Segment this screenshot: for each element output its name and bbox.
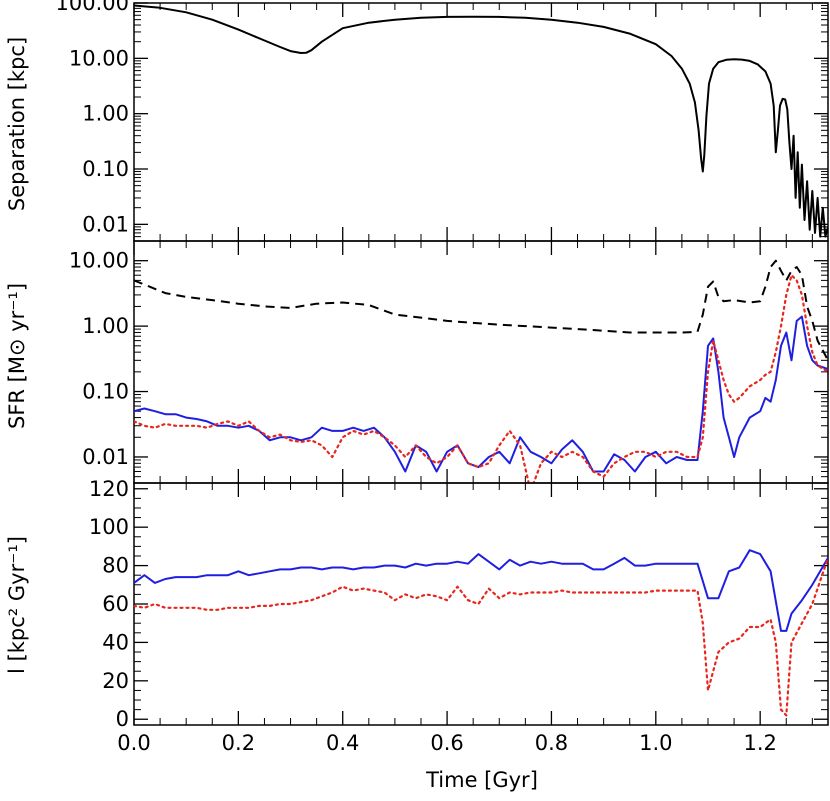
- y-tick-label: 20: [102, 669, 129, 693]
- separation-axis-title: Separation [kpc]: [5, 37, 29, 211]
- x-tick-label: 0.8: [535, 731, 568, 755]
- x-tick-label: 1.2: [743, 731, 776, 755]
- y-tick-label: 1.00: [82, 102, 129, 126]
- series-line-dotted: [134, 274, 828, 483]
- panel-frame: [133, 240, 829, 484]
- l-axis-title: l [kpc² Gyr⁻¹]: [5, 536, 29, 674]
- y-tick-label: 100.00: [56, 0, 129, 15]
- angular-momentum-panel: 0 20 40 60 80 100 120 0.0 0.2 0.4 0.6 0.8 1.0 1.2: [89, 477, 829, 755]
- x-ticks: [133, 241, 813, 483]
- y-tick-label: 40: [102, 630, 129, 654]
- x-ticks: 0.0 0.2 0.4 0.6 0.8 1.0 1.2: [117, 483, 813, 755]
- series-line-dotted: [134, 556, 828, 717]
- y-ticks: 0 20 40 60 80 100 120: [89, 477, 828, 731]
- x-tick-label: 0.2: [222, 731, 255, 755]
- sfr-axis-title: SFR [M⊙ yr⁻¹]: [5, 283, 29, 429]
- x-tick-label: 0.6: [430, 731, 463, 755]
- panel-frame: [133, 482, 829, 726]
- time-axis-title: Time [Gyr]: [425, 768, 538, 792]
- y-tick-label: 10.00: [69, 249, 129, 273]
- series-line-dashed: [134, 259, 828, 361]
- y-tick-label: 0.10: [82, 380, 129, 404]
- y-tick-label: 60: [102, 592, 129, 616]
- y-tick-label: 0.01: [82, 445, 129, 469]
- y-tick-label: 0.01: [82, 212, 129, 236]
- y-ticks: 100.00 10.00 1.00 0.10 0.01: [56, 0, 828, 238]
- x-tick-label: 0.0: [117, 731, 150, 755]
- series-group: [134, 549, 828, 717]
- y-tick-label: 120: [89, 477, 129, 501]
- x-tick-label: 0.4: [326, 731, 359, 755]
- separation-panel: 100.00 10.00 1.00 0.10 0.01: [56, 0, 829, 242]
- y-tick-label: 0.10: [82, 157, 129, 181]
- y-tick-label: 80: [102, 554, 129, 578]
- sfr-panel: 10.00 1.00 0.10 0.01: [69, 240, 829, 484]
- y-tick-label: 1.00: [82, 314, 129, 338]
- y-tick-label: 0: [116, 707, 129, 731]
- series-line-solid: [134, 315, 828, 473]
- panel-frame: [133, 2, 829, 242]
- series-group: [134, 259, 828, 483]
- series-group: [134, 4, 828, 238]
- series-line-solid: [134, 4, 828, 238]
- x-ticks: [133, 3, 813, 241]
- y-ticks: 10.00 1.00 0.10 0.01: [69, 249, 828, 478]
- y-tick-label: 100: [89, 515, 129, 539]
- x-tick-label: 1.0: [639, 731, 672, 755]
- y-tick-label: 10.00: [69, 46, 129, 70]
- series-line-solid: [134, 549, 828, 632]
